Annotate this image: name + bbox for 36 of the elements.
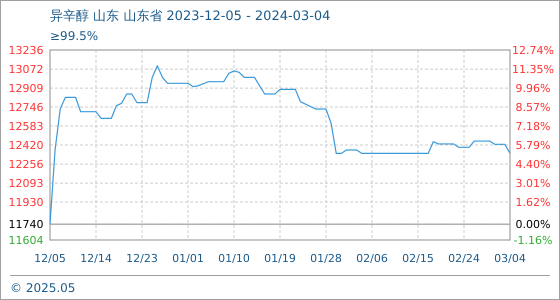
y2-tick-label: 11.35% — [512, 63, 554, 76]
y2-tick-label: 1.62% — [516, 196, 550, 209]
x-tick-label: 01/28 — [310, 252, 342, 265]
y-tick-label: 11930 — [8, 196, 44, 210]
x-tick-label: 12/23 — [126, 252, 158, 265]
y-tick-label: 12909 — [8, 82, 44, 96]
y-tick-label: 12256 — [8, 158, 44, 172]
x-tick-label: 01/01 — [172, 252, 204, 265]
y-tick-label: 13072 — [8, 63, 44, 76]
y-tick-label: 12746 — [8, 101, 44, 114]
x-tick-label: 12/14 — [80, 252, 112, 265]
y-tick-label: 13236 — [8, 44, 44, 57]
y2-tick-label: -1.16% — [514, 234, 552, 247]
y2-tick-label: 0.00% — [516, 218, 550, 232]
x-tick-label: 12/05 — [34, 252, 66, 265]
chart-subtitle: ≥99.5% — [50, 29, 98, 43]
x-tick-label: 01/19 — [264, 252, 296, 265]
x-tick-label: 02/15 — [402, 252, 434, 265]
x-tick-label: 01/10 — [218, 252, 250, 265]
x-tick-label: 02/24 — [448, 252, 480, 265]
y2-tick-label: 8.57% — [516, 101, 550, 114]
y-tick-label: 11604 — [8, 234, 44, 247]
x-tick-label: 03/04 — [494, 252, 526, 265]
y2-tick-label: 5.79% — [516, 139, 550, 152]
y-tick-label: 12093 — [8, 177, 44, 190]
y2-tick-label: 4.40% — [516, 158, 550, 171]
chart-title: 异辛醇 山东 山东省 2023-12-05 - 2024-03-04 — [50, 9, 330, 24]
y-tick-label: 11740 — [8, 218, 44, 232]
text: © 2025.05 — [10, 281, 76, 295]
y2-tick-label: 12.74% — [512, 44, 554, 57]
y-tick-label: 12583 — [8, 120, 44, 134]
y2-tick-label: 3.01% — [516, 177, 550, 190]
y2-tick-label: 7.18% — [516, 120, 550, 133]
y2-tick-label: 9.96% — [516, 82, 550, 95]
x-tick-label: 02/06 — [356, 252, 388, 265]
y-tick-label: 12420 — [8, 139, 44, 152]
